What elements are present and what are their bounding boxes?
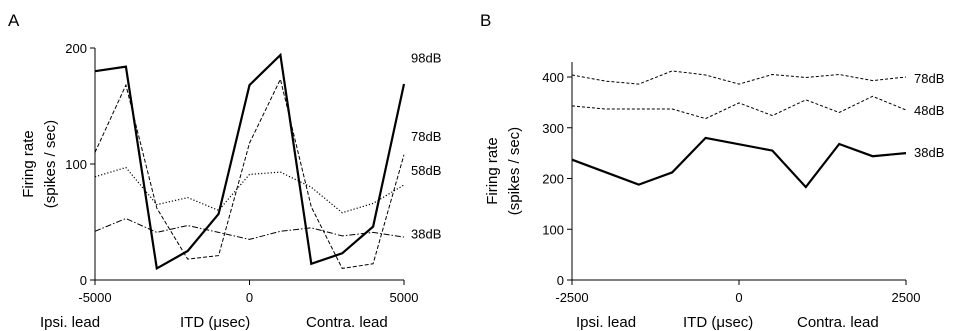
series-line-a-38dB (94, 217, 405, 240)
y-sublabel-a: (spikes / sec) (42, 120, 59, 208)
panel-letter-b: B (480, 11, 491, 30)
series-line-a-98dB (94, 52, 406, 271)
series-label-b-38dB: 38dB (914, 145, 944, 160)
series-label-a-98dB: 98dB (411, 50, 441, 65)
series-line-b-78dB (571, 70, 907, 85)
series-label-a-78dB: 78dB (411, 129, 441, 144)
x-label-left-a: Ipsi. lead (40, 314, 100, 331)
panel-letter-a: A (8, 11, 20, 30)
series-b: 78dB 48dB 38dB (571, 70, 944, 189)
series-label-a-38dB: 38dB (411, 227, 441, 242)
x-label-right-b: Contra. lead (797, 314, 879, 331)
y-tick-label-b-1: 100 (542, 222, 564, 237)
x-label-b: ITD (μsec) (683, 314, 753, 331)
x-tick-label-a-2: 5000 (390, 290, 419, 305)
panel-b: B 0 100 200 300 400 -2500 0 2500 78dB 48dB 38dB F… (480, 11, 944, 331)
y-label-a: Firing rate (20, 130, 37, 198)
x-tick-label-b-0: -2500 (555, 290, 588, 305)
x-label-left-b: Ipsi. lead (576, 314, 636, 331)
series-label-b-78dB: 78dB (914, 71, 944, 86)
y-tick-label-a-1: 100 (65, 157, 87, 172)
y-sublabel-b: (spikes / sec) (506, 127, 523, 215)
series-line-b-48dB (571, 95, 907, 120)
x-tick-label-b-2: 2500 (892, 290, 921, 305)
x-label-a: ITD (μsec) (180, 314, 250, 331)
x-label-right-a: Contra. lead (306, 314, 388, 331)
ticks-a: 0 100 200 -5000 0 5000 (65, 41, 418, 305)
y-tick-label-a-0: 0 (80, 273, 87, 288)
series-label-a-58dB: 58dB (411, 163, 441, 178)
y-tick-label-b-4: 400 (542, 70, 564, 85)
y-tick-label-b-3: 300 (542, 121, 564, 136)
x-tick-label-b-1: 0 (735, 290, 742, 305)
y-tick-label-b-2: 200 (542, 172, 564, 187)
series-a: 98dB 78dB 58dB 38dB (94, 50, 441, 271)
series-line-a-58dB (94, 166, 405, 214)
y-tick-label-b-0: 0 (557, 273, 564, 288)
x-tick-label-a-0: -5000 (78, 290, 111, 305)
panel-a: A 0 100 200 -5000 0 5000 98dB 78dB 58dB 38dB Fir… (8, 11, 441, 331)
x-tick-label-a-1: 0 (246, 290, 253, 305)
ticks-b: 0 100 200 300 400 -2500 0 2500 (542, 70, 920, 305)
y-label-b: Firing rate (484, 137, 501, 205)
y-tick-label-a-2: 200 (65, 41, 87, 56)
series-line-b-38dB (571, 136, 907, 189)
series-label-b-48dB: 48dB (914, 103, 944, 118)
series-line-a-78dB (94, 77, 405, 269)
